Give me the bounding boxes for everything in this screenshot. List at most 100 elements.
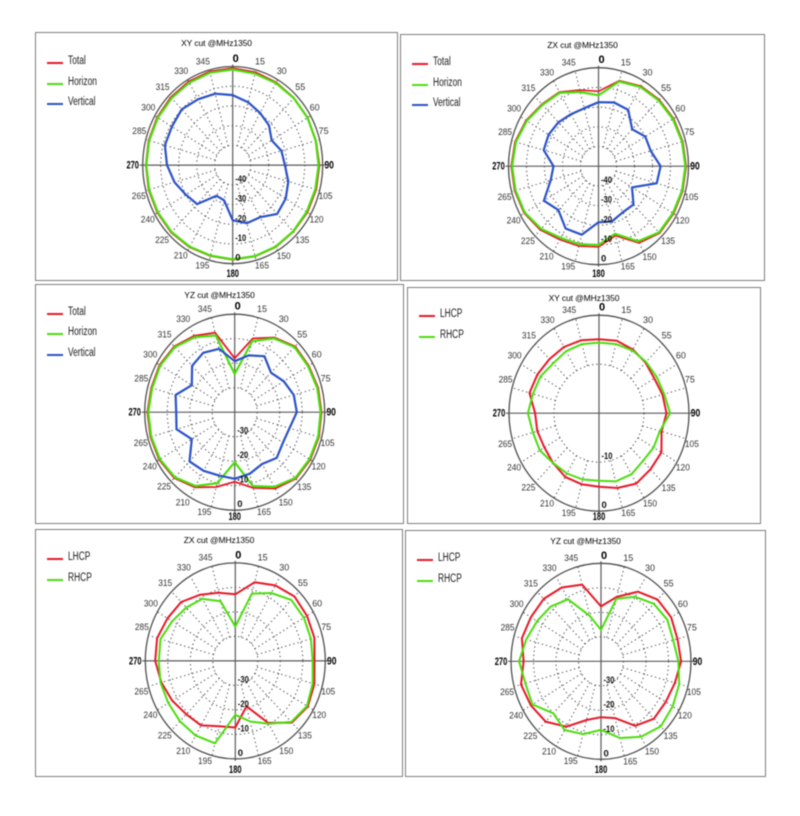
svg-text:345: 345: [564, 553, 578, 564]
svg-text:265: 265: [134, 686, 148, 697]
svg-text:0: 0: [598, 301, 604, 313]
svg-text:55: 55: [297, 329, 307, 340]
svg-text:330: 330: [176, 313, 190, 324]
svg-text:300: 300: [141, 102, 155, 113]
svg-text:240: 240: [506, 215, 520, 226]
svg-text:180: 180: [226, 268, 239, 280]
svg-text:0: 0: [235, 252, 240, 263]
svg-text:-20: -20: [601, 214, 612, 225]
svg-text:285: 285: [498, 374, 512, 385]
svg-text:0: 0: [235, 549, 241, 561]
svg-text:195: 195: [561, 261, 575, 272]
svg-text:240: 240: [509, 710, 523, 721]
svg-text:30: 30: [276, 66, 286, 77]
svg-text:60: 60: [309, 102, 319, 113]
svg-text:0: 0: [237, 747, 242, 758]
svg-text:270: 270: [128, 406, 141, 418]
svg-text:210: 210: [539, 251, 553, 262]
svg-text:55: 55: [295, 81, 305, 92]
svg-text:270: 270: [126, 159, 139, 171]
svg-text:265: 265: [133, 437, 147, 448]
svg-text:240: 240: [507, 462, 521, 473]
svg-text:-10: -10: [237, 723, 248, 734]
svg-text:55: 55: [661, 330, 671, 341]
svg-text:330: 330: [176, 562, 190, 573]
svg-text:90: 90: [324, 159, 334, 171]
svg-text:60: 60: [311, 349, 321, 360]
svg-text:150: 150: [276, 250, 290, 261]
svg-text:330: 330: [542, 562, 556, 573]
svg-text:285: 285: [498, 127, 512, 138]
svg-text:150: 150: [642, 251, 656, 262]
svg-text:135: 135: [661, 236, 675, 247]
svg-text:300: 300: [143, 598, 157, 609]
svg-text:195: 195: [198, 755, 212, 766]
svg-text:-30: -30: [235, 193, 246, 204]
svg-text:120: 120: [309, 214, 323, 225]
svg-text:315: 315: [158, 578, 172, 589]
svg-text:-20: -20: [237, 698, 248, 709]
svg-text:0: 0: [232, 53, 238, 65]
svg-text:105: 105: [318, 190, 332, 201]
svg-text:135: 135: [297, 730, 311, 741]
svg-text:0: 0: [600, 549, 606, 561]
svg-text:195: 195: [563, 756, 577, 767]
svg-text:345: 345: [195, 56, 209, 67]
svg-text:-20: -20: [235, 213, 246, 224]
svg-text:60: 60: [675, 103, 685, 114]
svg-text:270: 270: [492, 407, 505, 419]
svg-text:15: 15: [621, 305, 631, 316]
svg-text:30: 30: [278, 313, 288, 324]
svg-text:315: 315: [523, 578, 537, 589]
svg-text:225: 225: [520, 236, 534, 247]
svg-text:-10: -10: [603, 723, 614, 734]
svg-text:165: 165: [623, 756, 637, 767]
svg-text:180: 180: [228, 511, 241, 523]
svg-text:0: 0: [237, 499, 242, 510]
svg-text:300: 300: [507, 350, 521, 361]
svg-text:345: 345: [197, 304, 211, 315]
svg-text:75: 75: [320, 373, 330, 384]
svg-text:-40: -40: [601, 174, 612, 185]
svg-text:150: 150: [643, 498, 657, 509]
svg-text:165: 165: [257, 507, 271, 518]
svg-text:135: 135: [663, 730, 677, 741]
svg-text:195: 195: [195, 260, 209, 271]
svg-text:315: 315: [155, 81, 169, 92]
svg-text:-30: -30: [601, 194, 612, 205]
svg-text:90: 90: [327, 655, 337, 667]
svg-text:165: 165: [621, 508, 635, 519]
svg-text:30: 30: [279, 562, 289, 573]
svg-text:0: 0: [603, 748, 608, 759]
svg-text:75: 75: [318, 126, 328, 137]
svg-text:60: 60: [312, 598, 322, 609]
svg-text:120: 120: [311, 461, 325, 472]
svg-text:225: 225: [155, 235, 169, 246]
svg-text:225: 225: [157, 730, 171, 741]
svg-text:270: 270: [492, 160, 505, 172]
svg-text:0: 0: [601, 253, 606, 264]
svg-text:-20: -20: [603, 699, 614, 710]
svg-text:90: 90: [326, 406, 336, 418]
svg-text:15: 15: [255, 56, 265, 67]
svg-text:-10: -10: [601, 451, 612, 462]
svg-text:300: 300: [143, 349, 157, 360]
svg-text:165: 165: [255, 260, 269, 271]
svg-text:15: 15: [257, 552, 267, 563]
svg-text:265: 265: [498, 438, 512, 449]
svg-text:150: 150: [645, 746, 659, 757]
svg-text:105: 105: [320, 437, 334, 448]
svg-text:120: 120: [675, 462, 689, 473]
svg-text:345: 345: [198, 552, 212, 563]
svg-text:90: 90: [692, 655, 702, 667]
svg-text:265: 265: [500, 686, 514, 697]
svg-text:165: 165: [620, 261, 634, 272]
svg-text:-30: -30: [237, 425, 248, 436]
svg-text:-10: -10: [601, 234, 612, 245]
svg-text:330: 330: [540, 314, 554, 325]
svg-text:60: 60: [675, 350, 685, 361]
svg-text:345: 345: [561, 57, 575, 68]
svg-text:-10: -10: [237, 474, 248, 485]
svg-text:270: 270: [494, 655, 507, 667]
svg-text:-10: -10: [235, 233, 246, 244]
